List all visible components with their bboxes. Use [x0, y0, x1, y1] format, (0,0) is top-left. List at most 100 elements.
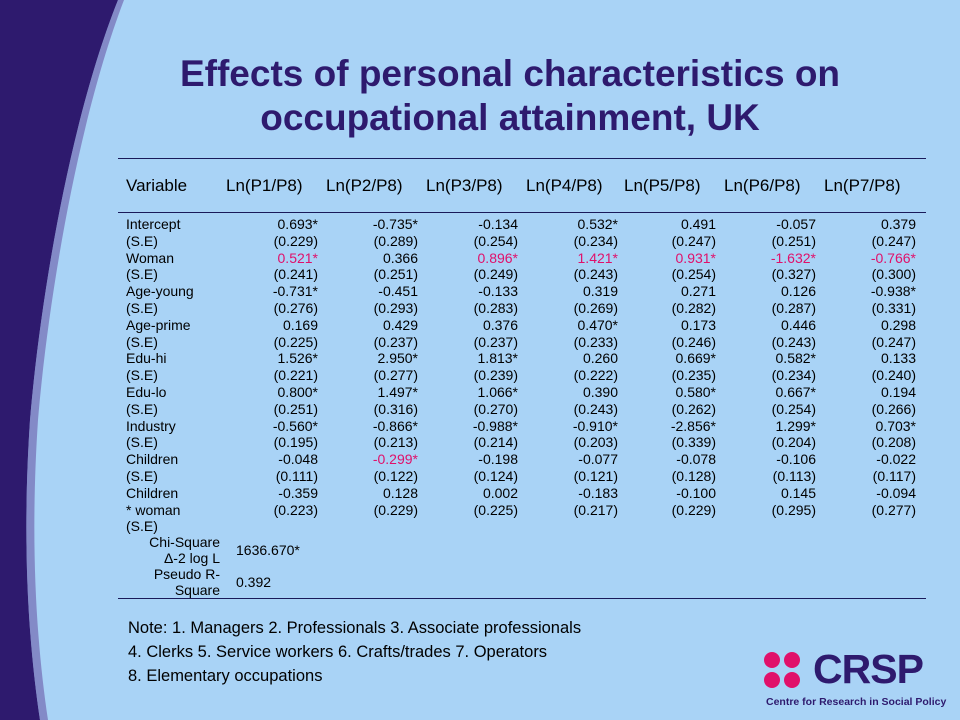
table-row: (S.E) (0.221) (0.277) (0.239) (0.222) (0.235)… [118, 367, 926, 383]
table-cell: -1.632* [770, 249, 816, 266]
table-cell: 0.429 [382, 316, 418, 333]
table-cell: -0.451 [378, 283, 418, 300]
table-cell: 0.173 [680, 316, 716, 333]
table-cell: (0.251) [771, 232, 816, 249]
column-header: Ln(P5/P8) [624, 176, 701, 195]
table-cell: (0.240) [871, 367, 916, 384]
table-cell: (0.243) [771, 333, 816, 350]
table-cell: (0.293) [373, 300, 418, 316]
table-cell: (0.287) [771, 300, 816, 316]
table-cell: (0.262) [671, 400, 716, 417]
row-label: Edu-hi [126, 350, 167, 367]
table-cell: (0.111) [275, 468, 318, 484]
table-cell: -0.077 [578, 451, 618, 468]
row-label: Children [126, 451, 179, 468]
table-row: (S.E) (0.195) (0.213) (0.214) (0.203) (0.339)… [118, 434, 926, 450]
table-cell: -0.022 [876, 451, 916, 468]
table-cell: -0.988* [472, 417, 518, 434]
table-cell: (0.327) [771, 266, 816, 283]
table-cell: (0.203) [573, 434, 618, 451]
table-row: Age-young -0.731* -0.451 -0.133 0.319 0.271 0.… [118, 283, 926, 299]
table-cell: 1.066* [477, 384, 518, 400]
row-label: Age-young [126, 283, 194, 300]
table-row: * woman (0.223) (0.229) (0.225) (0.217) (0.22… [118, 502, 926, 518]
table-cell: (0.243) [573, 266, 618, 283]
table-cell: -0.866* [372, 417, 418, 434]
table-row: Intercept 0.693* -0.735* -0.134 0.532* 0.491 -… [118, 216, 926, 232]
table-cell: 0.446 [780, 316, 816, 333]
row-label: Intercept [126, 216, 181, 232]
logo-name: CRSP [813, 646, 924, 692]
table-cell: (0.283) [473, 300, 518, 316]
table-cell: (0.225) [473, 501, 518, 518]
column-header: Ln(P7/P8) [824, 176, 901, 195]
table-cell: (0.295) [771, 501, 816, 518]
table-cell: (0.289) [373, 232, 418, 249]
table-cell: 0.669* [675, 350, 716, 367]
table-cell: (0.254) [473, 232, 518, 249]
table-cell: (0.233) [573, 333, 618, 350]
row-label: (S.E) [126, 468, 158, 484]
table-cell: (0.247) [871, 333, 916, 350]
note-line: 4. Clerks 5. Service workers 6. Crafts/t… [128, 643, 548, 661]
table-cell: 0.128 [382, 484, 418, 501]
table-cell: (0.229) [373, 501, 418, 518]
table-cell: (0.266) [871, 400, 916, 417]
table-cell: -0.057 [776, 216, 816, 232]
row-label: (S.E) [126, 367, 158, 384]
table-cell: (0.128) [671, 468, 716, 484]
table-cell: 0.169 [282, 316, 318, 333]
note-line: Note: 1. Managers 2. Professionals 3. As… [128, 619, 582, 637]
table-cell: (0.282) [671, 300, 716, 316]
table-cell: 0.491 [680, 216, 716, 232]
table-cell: 0.126 [780, 283, 816, 300]
note: Note: 1. Managers 2. Professionals 3. As… [128, 616, 581, 688]
table-cell: (0.223) [273, 501, 318, 518]
table-row: (S.E) (0.225) (0.237) (0.237) (0.233) (0.246)… [118, 334, 926, 350]
table-cell: 0.271 [680, 283, 716, 300]
table-cell: (0.246) [671, 333, 716, 350]
column-header: Ln(P2/P8) [326, 176, 403, 195]
stat-value: 1636.670* [236, 542, 300, 558]
table-cell: 0.693* [277, 216, 318, 232]
table-cell: 1.526* [277, 350, 318, 367]
table-cell: (0.270) [473, 400, 518, 417]
table-cell: (0.276) [273, 300, 318, 316]
column-header: Ln(P4/P8) [526, 176, 603, 195]
stat-label: Pseudo R- [153, 566, 220, 582]
table-cell: -2.856* [670, 417, 716, 434]
row-label: Age-prime [126, 316, 191, 333]
table-row: Woman 0.521* 0.366 0.896* 1.421* 0.931* -1.632… [118, 250, 926, 266]
table-cell: 0.376 [482, 316, 518, 333]
header-rule [118, 212, 926, 213]
table-cell: 0.260 [582, 350, 618, 367]
table-cell: (0.117) [872, 468, 916, 484]
table-cell: -0.183 [578, 484, 618, 501]
stat-label: Chi-Square [149, 534, 220, 550]
table-cell: 0.931* [675, 249, 716, 266]
row-label: Edu-lo [126, 384, 167, 400]
table-cell: -0.735* [372, 216, 418, 232]
table-cell: (0.251) [373, 266, 418, 283]
table-cell: (0.225) [273, 333, 318, 350]
table-cell: (0.249) [473, 266, 518, 283]
table-cell: (0.239) [473, 367, 518, 384]
table-cell: (0.237) [473, 333, 518, 350]
table-cell: 1.813* [477, 350, 518, 367]
table-cell: (0.214) [473, 434, 518, 451]
slide-title: Effects of personal characteristics on o… [179, 53, 841, 138]
table-top-rule [118, 158, 926, 159]
variable-header: Variable [126, 176, 188, 195]
table-cell: (0.222) [573, 367, 618, 384]
table-cell: (0.237) [373, 333, 418, 350]
table-cell: -0.560* [272, 417, 318, 434]
table-row: Children -0.359 0.128 0.002 -0.183 -0.100 0.14… [118, 485, 926, 501]
table-cell: (0.204) [771, 434, 816, 451]
table-cell: 0.002 [482, 484, 518, 501]
table-cell: (0.254) [671, 266, 716, 283]
table-cell: (0.208) [871, 434, 916, 451]
table-cell: (0.277) [373, 367, 418, 384]
row-label: (S.E) [126, 400, 158, 417]
table-cell: (0.243) [573, 400, 618, 417]
row-label: * woman [126, 501, 181, 518]
